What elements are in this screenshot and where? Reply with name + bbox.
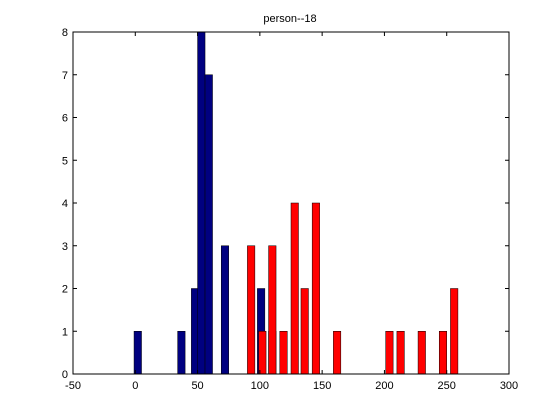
bar-series-2-12: [438, 331, 447, 375]
y-tick-label-3: 2: [62, 284, 68, 296]
x-tick-label-1: -50: [65, 380, 81, 392]
y-tick-label-6: 5: [62, 155, 68, 167]
x-tick-label-6: 200: [375, 380, 393, 392]
bar-series-1-2: [177, 331, 186, 375]
bar-series-2-13: [450, 288, 459, 375]
y-tick-label-4: 3: [62, 241, 68, 253]
x-tick-label-4: 100: [251, 380, 269, 392]
x-tick-label-7: 250: [438, 380, 456, 392]
y-axis: 0 1 2 3 4 5 6 7 8: [62, 27, 509, 381]
bar-series-1-1: [133, 331, 142, 375]
y-tick-label-7: 6: [62, 113, 68, 125]
x-tick-label-3: 50: [191, 380, 203, 392]
y-tick-label-8: 7: [62, 70, 68, 82]
y-tick-label-1: 0: [62, 369, 68, 381]
bar-series-2-4: [279, 331, 288, 375]
bar-series-2-10: [396, 331, 405, 375]
bars-layer: [133, 31, 459, 375]
bar-series-2-1: [247, 245, 256, 375]
bar-series-2-7: [311, 202, 320, 375]
chart-title: person--18: [263, 13, 316, 25]
bar-series-2-2: [258, 331, 267, 375]
y-tick-label-5: 4: [62, 198, 68, 210]
bar-series-2-5: [290, 202, 299, 375]
bar-series-2-8: [333, 331, 342, 375]
y-tick-label-9: 8: [62, 27, 68, 39]
y-tick-label-2: 1: [62, 326, 68, 338]
bar-series-2-9: [385, 331, 394, 375]
x-tick-label-5: 150: [313, 380, 331, 392]
bar-series-2-11: [417, 331, 426, 375]
bar-series-2-6: [300, 288, 309, 375]
bar-series-1-5: [204, 74, 213, 375]
bar-series-1-6: [220, 245, 229, 375]
x-axis: -50 0 50 100 150 200 250 300: [65, 32, 518, 392]
bar-series-2-3: [268, 245, 277, 375]
x-tick-label-8: 300: [500, 380, 518, 392]
bar-series-1-4: [197, 31, 206, 375]
x-tick-label-2: 0: [132, 380, 138, 392]
